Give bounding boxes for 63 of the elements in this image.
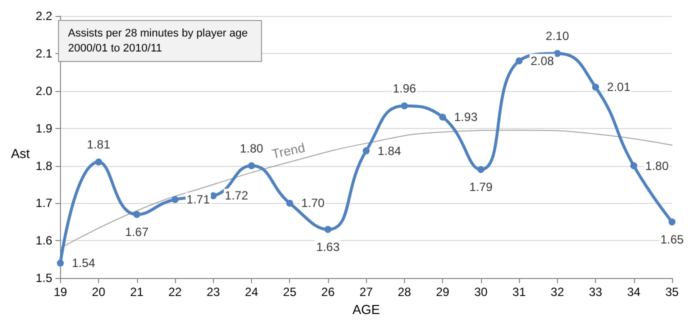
data-label: 1.71 bbox=[186, 192, 210, 206]
y-tick-label: 1.5 bbox=[36, 271, 53, 286]
data-label: 1.54 bbox=[72, 256, 96, 270]
point bbox=[554, 50, 561, 57]
x-tick-label: 34 bbox=[627, 285, 641, 300]
text: Assists per 28 minutes by player age bbox=[68, 28, 248, 40]
text: 2000/01 to 2010/11 bbox=[68, 42, 162, 54]
x-axis-title: AGE bbox=[352, 302, 380, 317]
y-tick-label: 1.7 bbox=[36, 196, 53, 210]
point bbox=[516, 57, 523, 64]
point bbox=[439, 114, 446, 121]
y-tick-label: 2.1 bbox=[36, 46, 53, 60]
x-tick-label: 23 bbox=[206, 285, 220, 300]
x-tick-label: 33 bbox=[588, 285, 603, 300]
y-tick-label: 1.6 bbox=[36, 234, 53, 248]
x-tick-label: 35 bbox=[665, 285, 679, 300]
text: Trend bbox=[270, 140, 306, 162]
x-tick-label: 28 bbox=[398, 285, 412, 300]
point bbox=[286, 200, 294, 207]
point bbox=[133, 210, 140, 218]
point bbox=[95, 158, 102, 166]
data-label: 2.08 bbox=[530, 54, 554, 68]
y-tick-label: 1.8 bbox=[36, 158, 53, 173]
point bbox=[324, 226, 332, 233]
data-label: 1.93 bbox=[454, 110, 478, 124]
data-label: 1.67 bbox=[125, 224, 149, 239]
data-label: 1.79 bbox=[469, 180, 493, 194]
point bbox=[592, 84, 600, 91]
point bbox=[362, 147, 370, 154]
point bbox=[172, 196, 179, 203]
data-label: 1.96 bbox=[392, 81, 416, 96]
data-label: 1.72 bbox=[224, 188, 248, 203]
data-label: 1.63 bbox=[316, 240, 340, 254]
x-tick-label: 27 bbox=[360, 285, 374, 300]
data-label: 1.80 bbox=[240, 141, 264, 156]
y-tick-label: 2.0 bbox=[36, 84, 53, 98]
data-label: 2.01 bbox=[607, 80, 631, 94]
x-tick-label: 31 bbox=[512, 285, 526, 300]
y-tick-label: 2.2 bbox=[36, 9, 53, 23]
x-tick-label: 32 bbox=[550, 285, 564, 300]
data-label: 1.81 bbox=[86, 138, 111, 152]
point bbox=[56, 260, 64, 267]
x-tick-label: 30 bbox=[474, 285, 488, 300]
point bbox=[248, 162, 255, 170]
data-label: 1.65 bbox=[660, 232, 684, 246]
point bbox=[630, 162, 638, 170]
point bbox=[400, 102, 408, 110]
x-tick-label: 19 bbox=[54, 285, 68, 300]
x-tick-label: 24 bbox=[244, 285, 258, 300]
x-tick-label: 29 bbox=[436, 285, 450, 300]
y-axis-title: Ast bbox=[10, 146, 30, 162]
point bbox=[668, 218, 676, 226]
y-tick-label: 1.9 bbox=[36, 121, 53, 136]
x-tick-label: 22 bbox=[168, 285, 182, 300]
x-tick-label: 21 bbox=[130, 285, 144, 300]
x-tick-label: 20 bbox=[92, 285, 106, 300]
x-tick-label: 25 bbox=[283, 285, 297, 300]
data-label: 1.80 bbox=[645, 158, 669, 173]
point bbox=[477, 166, 484, 174]
data-label: 1.70 bbox=[301, 196, 325, 210]
data-label: 1.84 bbox=[378, 144, 402, 158]
data-label: 2.10 bbox=[546, 28, 570, 43]
x-tick-label: 26 bbox=[321, 285, 335, 300]
